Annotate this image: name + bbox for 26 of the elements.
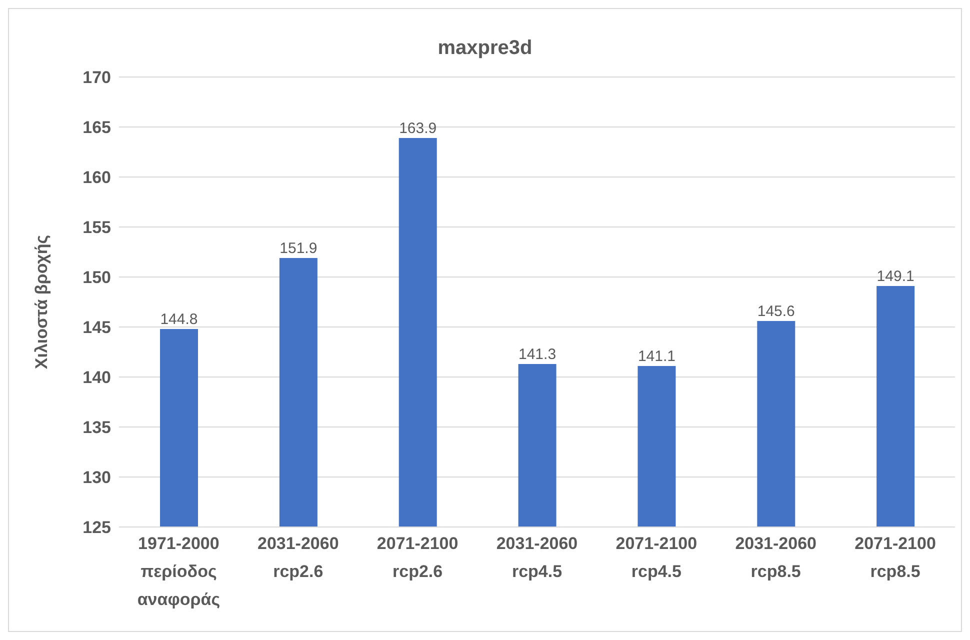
y-tick-label: 150: [82, 268, 111, 288]
data-label: 141.3: [518, 346, 556, 363]
x-tick-label: 1971-2000 περίοδος αναφοράς: [137, 534, 220, 609]
y-tick-label: 130: [82, 468, 111, 488]
y-tick-label: 165: [82, 118, 111, 138]
y-tick-label: 170: [82, 68, 111, 88]
y-tick-label: 135: [82, 418, 111, 438]
x-tick-label: 2071-2100 rcp8.5: [854, 534, 936, 581]
data-label: 141.1: [638, 348, 676, 365]
data-label: 163.9: [399, 120, 437, 137]
x-tick-label: 2031-2060 rcp8.5: [735, 534, 817, 581]
y-tick-label: 160: [82, 168, 111, 188]
data-label: 151.9: [280, 240, 318, 257]
x-tick-label: 2031-2060 rcp4.5: [496, 534, 578, 581]
x-tick-label: 2071-2100 rcp4.5: [616, 534, 698, 581]
y-tick-label: 145: [82, 318, 111, 338]
data-label: 145.6: [757, 303, 795, 320]
y-tick-label: 125: [82, 518, 111, 538]
x-tick-label: 2031-2060 rcp2.6: [257, 534, 339, 581]
y-tick-label: 140: [82, 368, 111, 388]
y-tick-label: 155: [82, 218, 111, 238]
x-tick-label: 2071-2100 rcp2.6: [376, 534, 458, 581]
y-axis-title: Χιλιοστά βροχής: [32, 234, 52, 370]
data-label: 144.8: [160, 311, 198, 328]
data-label: 149.1: [876, 268, 914, 285]
chart-title: maxpre3d: [436, 37, 534, 60]
